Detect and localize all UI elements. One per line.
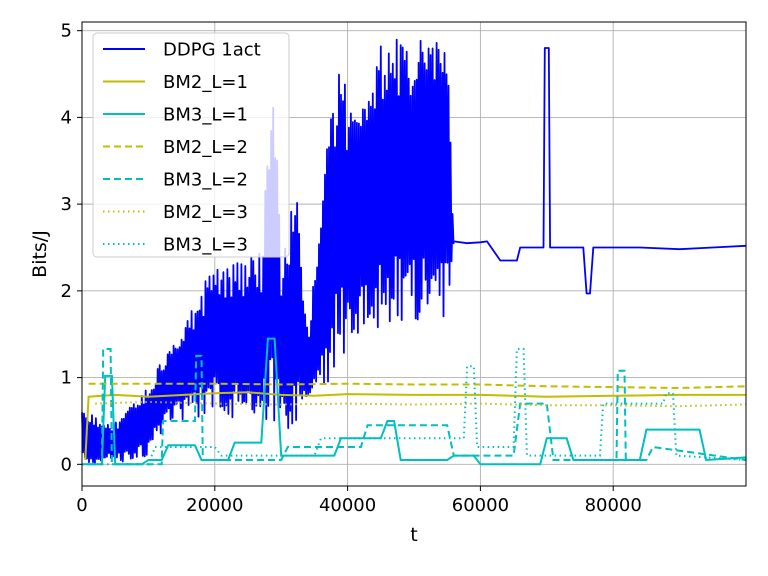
y-tick-label: 4 [61,107,72,128]
x-axis-label: t [410,524,417,546]
series-line-bm2-l-3 [95,400,747,408]
series-line-bm2-l-2 [88,382,747,390]
y-tick-label: 2 [61,281,72,302]
series-line-bm3-l-2 [88,348,747,466]
ticks: 0 20000 40000 60000 80000 0 1 2 3 4 5 [61,21,642,516]
legend-box [92,32,290,258]
y-tick-label: 5 [61,21,72,42]
x-tick-label: 0 [76,495,87,516]
series-line-bm3-l-3 [82,348,747,466]
y-tick-label: 3 [61,194,72,215]
y-tick-label: 1 [61,368,72,389]
series-line-bm2-l-1 [84,391,746,461]
x-tick-label: 80000 [585,495,642,516]
legend-label: BM3_L=2 [163,170,248,191]
x-tick-label: 60000 [452,495,509,516]
x-tick-label: 40000 [319,495,376,516]
x-tick-label: 20000 [186,495,243,516]
legend-label: DDPG 1act [163,40,261,61]
legend-label: BM2_L=3 [163,202,248,223]
legend-label: BM2_L=1 [163,72,248,93]
legend-label: BM3_L=3 [163,235,248,256]
legend-label: BM2_L=2 [163,137,248,158]
y-tick-label: 0 [61,454,72,475]
legend-label: BM3_L=1 [163,105,248,126]
plot-frame [81,21,747,487]
legend: DDPG 1act BM2_L=1 BM3_L=1 BM2_L=2 BM3_L=2 BM2… [92,32,290,258]
y-axis-label: Bits/J [29,230,51,278]
